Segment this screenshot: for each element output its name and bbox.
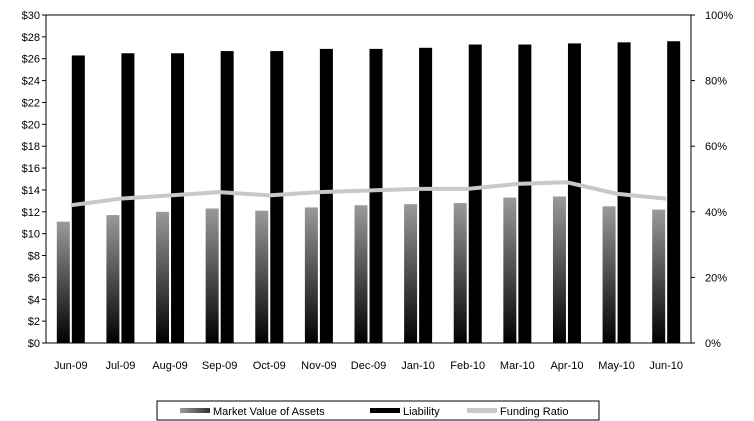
bar-liability [518, 44, 532, 344]
y-right-tick-label: 20% [705, 272, 727, 284]
legend-label-liability: Liability [403, 406, 440, 418]
y-right-tick-label: 100% [705, 10, 733, 22]
y-left-tick-label: $20 [22, 119, 40, 131]
x-tick-label: Apr-10 [550, 360, 583, 372]
y-left-tick-label: $26 [22, 54, 40, 66]
bar-assets [602, 206, 616, 343]
bar-assets [453, 203, 467, 343]
x-tick-label: Sep-09 [202, 360, 237, 372]
bar-assets [503, 197, 517, 343]
y-left-tick-label: $12 [22, 207, 40, 219]
x-tick-label: Jun-09 [54, 360, 88, 372]
bars-group [56, 41, 681, 344]
x-tick-label: Feb-10 [450, 360, 485, 372]
y-left-tick-label: $22 [22, 97, 40, 109]
y-left-tick-label: $0 [28, 338, 40, 350]
bar-liability [71, 55, 85, 343]
x-tick-label: Dec-09 [351, 360, 386, 372]
x-tick-label: May-10 [598, 360, 635, 372]
bar-assets [205, 208, 219, 343]
bar-assets [106, 215, 120, 343]
x-tick-label: Oct-09 [253, 360, 286, 372]
y-left-tick-label: $2 [28, 316, 40, 328]
bar-assets [404, 204, 418, 343]
bar-liability [468, 44, 482, 344]
x-tick-label: Jul-09 [105, 360, 135, 372]
funding-ratio-line [70, 180, 667, 208]
bar-assets [652, 209, 666, 343]
y-left-tick-label: $18 [22, 141, 40, 153]
y-right-tick-label: 80% [705, 76, 727, 88]
legend-swatch-assets [180, 408, 210, 413]
bar-liability [220, 51, 234, 344]
y-right-tick-label: 0% [705, 338, 721, 350]
y-left-tick-label: $14 [22, 185, 40, 197]
y-left-tick-label: $16 [22, 163, 40, 175]
legend-swatch-liability [370, 408, 400, 413]
bar-liability [319, 48, 333, 343]
left-axis: $0 $2 $4 $6 $8 $10 $12 $14 $16 $18 $20 $22 $24 $26 $28… [22, 10, 46, 350]
bar-liability [270, 51, 284, 344]
legend-swatch-funding-ratio [467, 408, 497, 413]
bar-assets [156, 211, 170, 343]
y-left-tick-label: $6 [28, 272, 40, 284]
x-tick-label: Aug-09 [152, 360, 187, 372]
y-right-tick-label: 40% [705, 207, 727, 219]
y-left-tick-label: $30 [22, 10, 40, 22]
legend: Market Value of Assets Liability Funding… [156, 400, 600, 421]
y-left-tick-label: $28 [22, 32, 40, 44]
bar-assets [354, 205, 368, 343]
x-tick-label: Jan-10 [401, 360, 435, 372]
x-tick-label: Nov-09 [301, 360, 336, 372]
legend-label-funding-ratio: Funding Ratio [500, 406, 569, 418]
y-left-tick-label: $8 [28, 251, 40, 263]
x-tick-label: Mar-10 [500, 360, 535, 372]
y-left-tick-label: $4 [28, 294, 40, 306]
y-left-tick-label: $10 [22, 229, 40, 241]
bar-liability [369, 48, 383, 343]
y-right-tick-label: 60% [705, 141, 727, 153]
plot-area [45, 14, 692, 344]
funding-ratio-line-group [70, 180, 667, 208]
legend-label-assets: Market Value of Assets [213, 406, 325, 418]
bar-assets [304, 207, 318, 343]
bar-assets [255, 210, 269, 343]
bar-liability [667, 41, 681, 344]
bar-assets [552, 196, 566, 343]
right-axis: 0% 20% 40% 60% 80% 100% [691, 10, 733, 350]
bar-assets [56, 221, 70, 343]
bar-liability [567, 43, 581, 343]
bar-liability [419, 47, 433, 344]
x-axis: Jun-09 Jul-09 Aug-09 Sep-09 Oct-09 Nov-09 Dec-… [54, 360, 683, 372]
y-left-tick-label: $24 [22, 76, 40, 88]
bar-liability [171, 53, 185, 344]
x-tick-label: Jun-10 [649, 360, 683, 372]
